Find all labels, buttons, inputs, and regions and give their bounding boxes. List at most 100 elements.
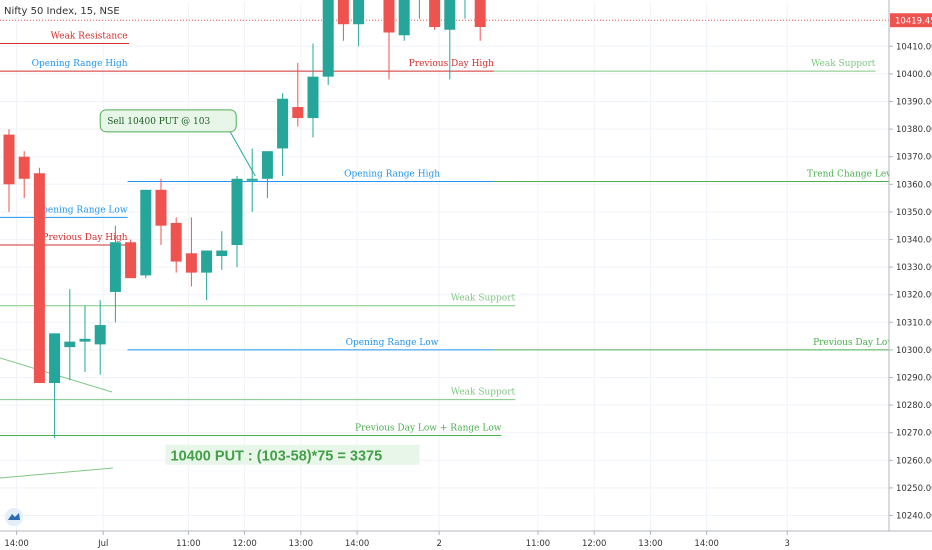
- callout-pointer: [229, 131, 256, 177]
- candle-body[interactable]: [322, 0, 334, 77]
- price-tick-label: 10250.00: [896, 484, 932, 494]
- candle[interactable]: [155, 178, 167, 246]
- candle-body[interactable]: [261, 151, 273, 179]
- candle[interactable]: [201, 250, 213, 301]
- time-tick-label: 11:00: [526, 539, 551, 549]
- callout-box[interactable]: [99, 109, 237, 133]
- trade-callout[interactable]: Sell 10400 PUT @ 103: [99, 109, 256, 177]
- price-tick-label: 10390.00: [896, 98, 932, 108]
- tradingview-logo-icon[interactable]: [5, 508, 23, 526]
- candle[interactable]: [216, 231, 228, 270]
- candle-body[interactable]: [277, 98, 289, 149]
- candle-body[interactable]: [79, 338, 91, 342]
- last-price-label: 10419.45: [895, 17, 932, 27]
- candle[interactable]: [277, 93, 289, 177]
- level-label: Previous Day High: [409, 59, 494, 69]
- candle[interactable]: [64, 289, 76, 381]
- calc-box: [165, 444, 420, 465]
- price-axis-bg: [889, 0, 932, 550]
- candle[interactable]: [33, 167, 45, 384]
- candle-body[interactable]: [337, 0, 349, 25]
- level-label: Weak Support: [811, 59, 876, 69]
- candle-body[interactable]: [64, 341, 76, 348]
- candle[interactable]: [322, 0, 334, 85]
- price-tick-label: 10410.00: [896, 42, 932, 52]
- candle[interactable]: [460, 0, 471, 19]
- candle-body[interactable]: [231, 178, 243, 246]
- candle[interactable]: [170, 217, 182, 273]
- price-axis[interactable]: 10480.0010470.0010460.0010450.0010440.00…: [888, 0, 932, 550]
- candle-body[interactable]: [201, 250, 213, 273]
- candle-body[interactable]: [94, 325, 106, 345]
- price-tick-label: 10320.00: [896, 291, 932, 301]
- candle[interactable]: [125, 239, 137, 279]
- candle-body[interactable]: [140, 189, 152, 276]
- candle-body[interactable]: [49, 333, 61, 384]
- candle-body[interactable]: [170, 222, 182, 262]
- chart-title: Nifty 50 Index, 15, NSE: [4, 6, 120, 17]
- candle-body[interactable]: [216, 250, 228, 257]
- time-tick-label: 12:00: [582, 539, 607, 549]
- price-tick-label: 10290.00: [896, 374, 932, 384]
- level-label: Previous Day Low: [813, 338, 895, 348]
- candle[interactable]: [140, 189, 152, 279]
- price-tick-label: 10260.00: [896, 456, 932, 466]
- level-label: Opening Range Low: [35, 205, 128, 215]
- candles[interactable]: [3, 0, 486, 439]
- level-label: Opening Range High: [344, 170, 440, 180]
- candle[interactable]: [474, 0, 486, 41]
- candle-body[interactable]: [246, 178, 258, 181]
- price-tick-label: 10300.00: [896, 346, 932, 356]
- candle-body[interactable]: [109, 242, 121, 292]
- price-tick-label: 10350.00: [896, 208, 932, 218]
- candle-body[interactable]: [3, 134, 15, 185]
- candle-body[interactable]: [383, 0, 395, 33]
- candle[interactable]: [429, 0, 441, 30]
- candle[interactable]: [79, 305, 91, 372]
- time-axis[interactable]: 14:00 Jul 11:00 12:00 13:00 14:00 2 11:00 12:00 1…: [0, 530, 932, 550]
- candle[interactable]: [337, 0, 349, 41]
- candle[interactable]: [414, 0, 425, 19]
- candle-body[interactable]: [155, 189, 167, 226]
- trend-line: [0, 467, 114, 479]
- price-tick-label: 10340.00: [896, 236, 932, 246]
- level-label: Opening Range High: [32, 59, 128, 69]
- price-tick-label: 10380.00: [896, 125, 932, 135]
- candle[interactable]: [261, 151, 273, 199]
- candle-body[interactable]: [474, 0, 486, 27]
- candle-body[interactable]: [33, 173, 45, 384]
- trade-annotations[interactable]: Sell 10400 PUT @ 58Sell 10400 PUT @ 1031…: [99, 0, 420, 465]
- price-tick-label: 10270.00: [896, 429, 932, 439]
- candle[interactable]: [353, 0, 365, 47]
- candle-body[interactable]: [398, 0, 410, 36]
- time-axis-bg: [0, 531, 932, 550]
- candle-body[interactable]: [185, 253, 197, 273]
- candle-body[interactable]: [292, 107, 304, 119]
- candle[interactable]: [94, 300, 106, 375]
- candle-body[interactable]: [444, 0, 456, 30]
- candle-body[interactable]: [353, 0, 365, 25]
- candle[interactable]: [3, 129, 15, 212]
- candle[interactable]: [398, 0, 410, 41]
- callout-text: Sell 10400 PUT @ 103: [107, 117, 210, 127]
- candle[interactable]: [292, 62, 304, 127]
- candle[interactable]: [18, 151, 30, 199]
- last-price-badge[interactable]: 10419.45: [890, 13, 932, 28]
- candle-body[interactable]: [429, 0, 441, 27]
- candle[interactable]: [231, 176, 243, 268]
- candle-body[interactable]: [125, 242, 137, 279]
- last-price-bg: [890, 13, 932, 28]
- candle[interactable]: [383, 0, 395, 80]
- level-label: Trend Change Lev: [807, 170, 892, 180]
- candle[interactable]: [444, 0, 456, 80]
- candle[interactable]: [246, 148, 258, 212]
- price-tick-label: 10280.00: [896, 401, 932, 411]
- candle-body[interactable]: [307, 76, 319, 119]
- candle[interactable]: [49, 333, 61, 439]
- candle[interactable]: [307, 43, 319, 138]
- candle[interactable]: [109, 225, 121, 323]
- level-label: Previous Day Low + Range Low: [355, 423, 502, 433]
- candle-body[interactable]: [18, 156, 30, 179]
- candle[interactable]: [185, 217, 197, 287]
